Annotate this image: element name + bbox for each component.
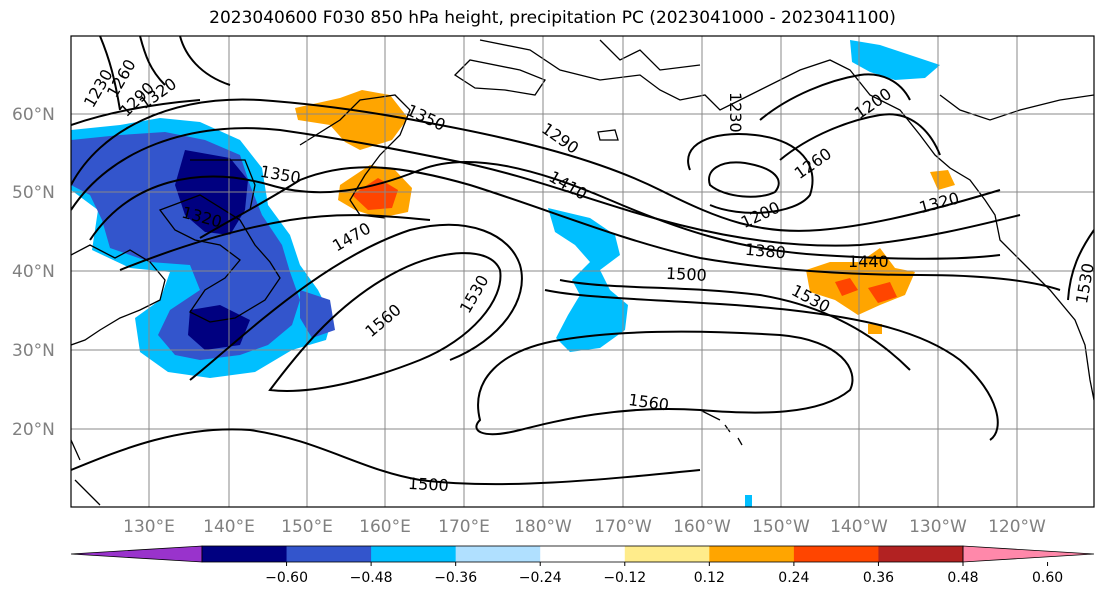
contour-label: 1500 (666, 264, 708, 285)
colorbar-tick-label: −0.36 (434, 570, 477, 586)
lon-label: 140°E (203, 517, 255, 537)
plot-area: 1230 1260 1290 1320 1350 1350 1320 1470 … (71, 36, 1098, 507)
precip-negative-central (548, 40, 940, 507)
colorbar-tick-label: 0.60 (1032, 570, 1063, 586)
colorbar-extend-low (70, 545, 203, 563)
height-contours (71, 36, 1094, 486)
lat-label: 20°N (12, 420, 55, 440)
longitude-labels: 130°E 140°E 150°E 160°E 170°E 180°W 170°… (123, 517, 1046, 537)
colorbar-extend-high (962, 545, 1095, 563)
lat-label: 50°N (12, 183, 55, 203)
colorbar-swatch (371, 546, 457, 562)
lon-label: 160°E (359, 517, 411, 537)
lon-label: 170°W (594, 517, 652, 537)
colorbar-swatch (878, 546, 964, 562)
colorbar-swatch (286, 546, 372, 562)
contour-label: 1530 (1072, 262, 1098, 305)
lon-label: 130°E (123, 517, 175, 537)
lon-label: 180°W (514, 517, 572, 537)
latitude-labels: 60°N 50°N 40°N 30°N 20°N (12, 105, 55, 440)
colorbar-tick-label: −0.60 (265, 570, 308, 586)
lon-label: 170°E (438, 517, 490, 537)
precip-positive (295, 90, 955, 334)
lat-label: 30°N (12, 341, 55, 361)
colorbar-swatch (793, 546, 879, 562)
map-title: 2023040600 F030 850 hPa height, precipit… (209, 8, 896, 28)
lon-label: 120°W (988, 517, 1046, 537)
lat-label: 40°N (12, 262, 55, 282)
graticule (71, 36, 1094, 507)
colorbar-swatch (455, 546, 541, 562)
colorbar-outline (201, 545, 964, 563)
colorbar-swatch (709, 546, 795, 562)
contour-label: 1500 (408, 474, 450, 495)
colorbar-tick-label: 0.12 (694, 570, 725, 586)
contour-label: 1440 (848, 252, 889, 271)
lat-label: 60°N (12, 105, 55, 125)
colorbar-tick-label: −0.12 (603, 570, 646, 586)
colorbar-tick-label: −0.24 (519, 570, 562, 586)
colorbar-swatch (624, 546, 710, 562)
colorbar-swatch (202, 546, 288, 562)
plot-frame (70, 35, 1095, 508)
colorbar: −0.60 −0.48 −0.36 −0.24 −0.12 0.12 0.24 0.36 0.4… (70, 545, 1095, 586)
colorbar-tick-label: 0.24 (778, 570, 809, 586)
lon-label: 130°W (909, 517, 967, 537)
lon-label: 150°E (281, 517, 333, 537)
colorbar-tick-label: −0.48 (350, 570, 393, 586)
colorbar-tick-label: 0.48 (947, 570, 978, 586)
lon-label: 160°W (673, 517, 731, 537)
colorbar-tick-label: 0.36 (863, 570, 894, 586)
contour-label: 1230 (726, 92, 745, 133)
lon-label: 140°W (830, 517, 888, 537)
lon-label: 150°W (752, 517, 810, 537)
coastlines (71, 39, 1094, 506)
contour-label: 1380 (744, 240, 786, 262)
colorbar-swatch (540, 546, 626, 562)
